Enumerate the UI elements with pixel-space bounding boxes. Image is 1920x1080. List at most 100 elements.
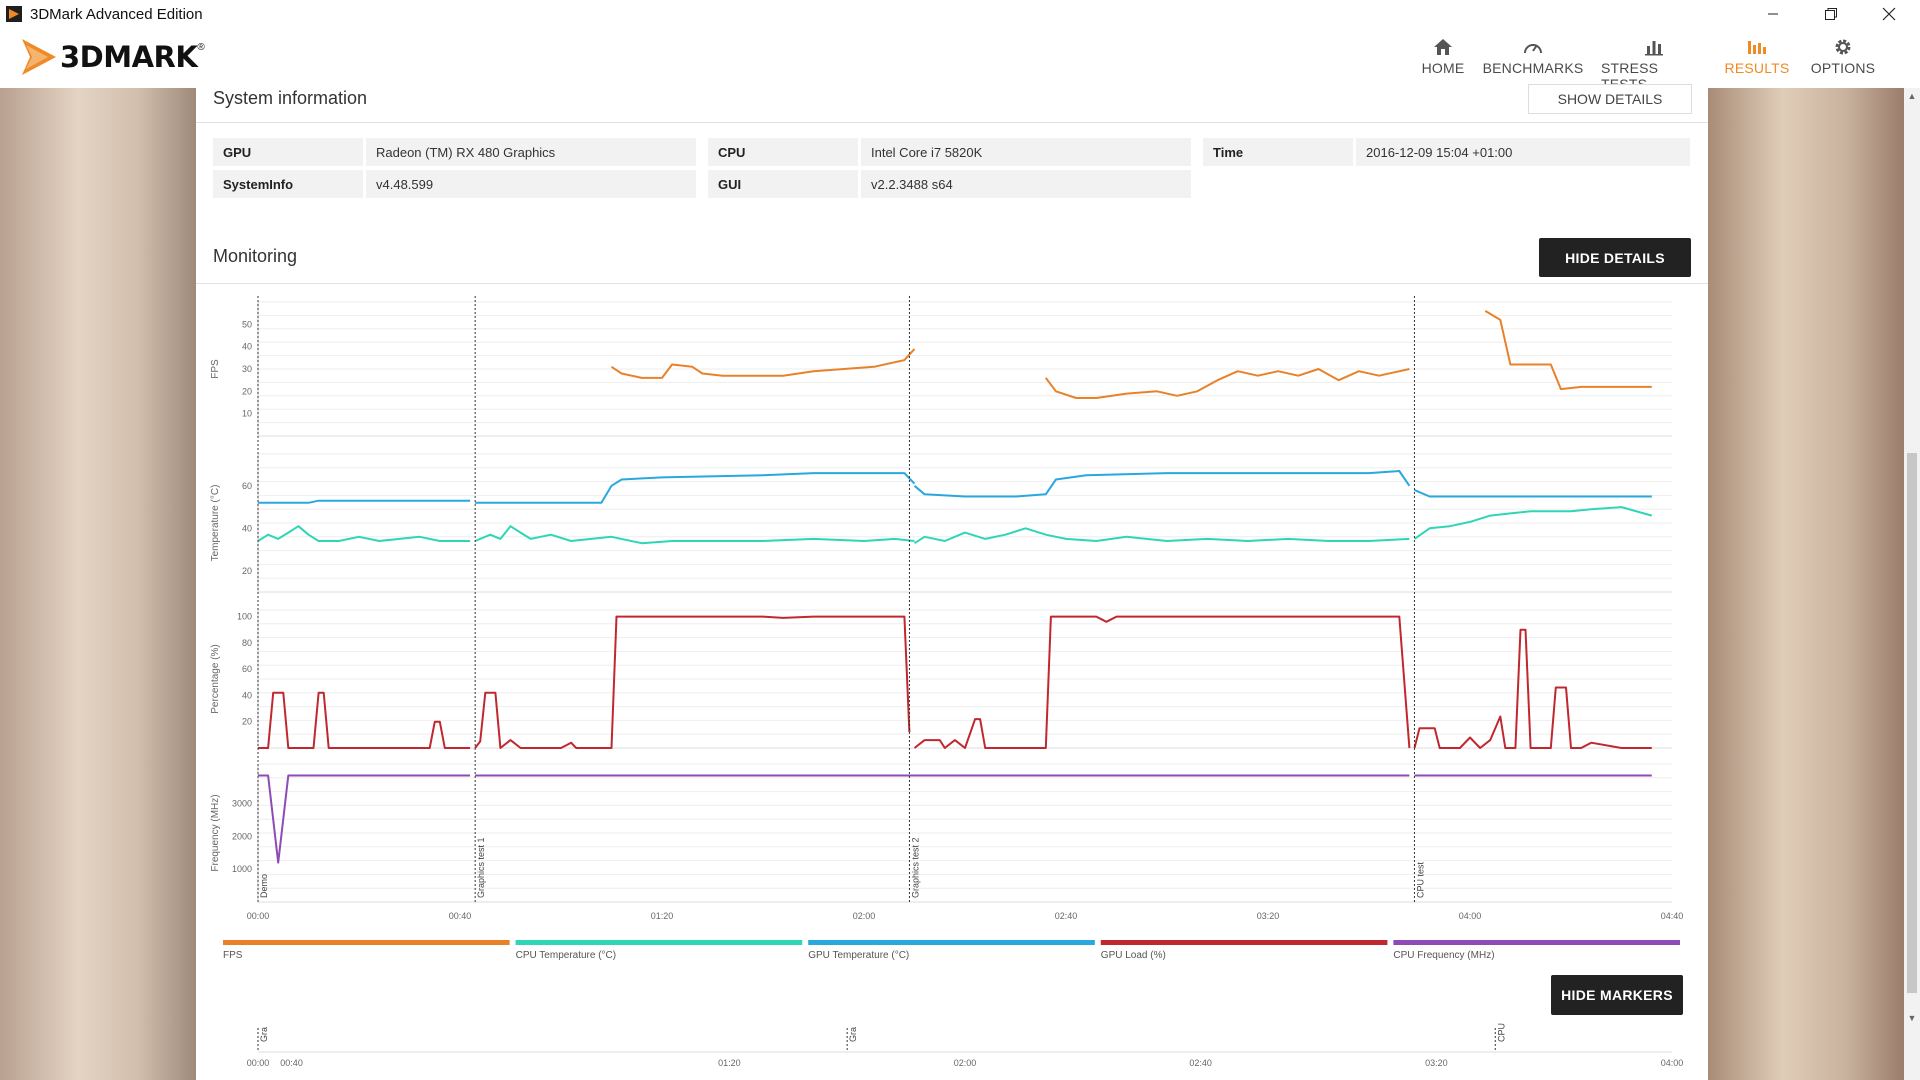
legend-label: FPS: [223, 950, 243, 961]
gauge-icon: [1524, 44, 1542, 54]
mini-x-tick-label: 00:40: [280, 1058, 303, 1068]
close-icon: [1882, 7, 1896, 21]
x-tick-label: 00:00: [247, 911, 270, 921]
series-line: [913, 470, 1411, 498]
app-icon: [6, 6, 22, 22]
series-line: [1045, 368, 1410, 399]
series-line: [258, 499, 471, 504]
legend-color-bar: [515, 940, 803, 945]
mini-x-tick-label: 02:40: [1189, 1058, 1212, 1068]
y-tick-label: 40: [242, 690, 252, 700]
legend-color-bar: [1393, 940, 1680, 945]
test-marker-label: CPU test: [1415, 861, 1425, 898]
divider: [196, 283, 1708, 284]
window-title-bar: 3DMark Advanced Edition: [0, 0, 1920, 28]
y-axis-label: Percentage (%): [210, 644, 221, 713]
nav-results-label: RESULTS: [1724, 60, 1790, 76]
x-tick-label: 02:40: [1055, 911, 1078, 921]
legend-color-bar: [808, 940, 1095, 945]
test-marker-label: Graphics test 1: [476, 837, 486, 898]
minimize-button[interactable]: [1744, 0, 1802, 28]
restore-button[interactable]: [1802, 0, 1860, 28]
series-line: [258, 691, 471, 749]
hide-details-button[interactable]: HIDE DETAILS: [1539, 238, 1691, 277]
monitoring-title: Monitoring: [213, 246, 298, 266]
hide-markers-button[interactable]: HIDE MARKERS: [1551, 975, 1683, 1015]
series-line: [257, 525, 471, 542]
gui-key: GUI: [708, 170, 858, 198]
nav-benchmarks[interactable]: BENCHMARKS: [1483, 34, 1583, 76]
nav-home[interactable]: HOME: [1413, 34, 1473, 76]
nav-options-label: OPTIONS: [1810, 60, 1876, 76]
series-line: [610, 348, 916, 379]
y-tick-label: 20: [242, 566, 252, 576]
y-tick-label: 20: [242, 717, 252, 727]
scroll-down-icon[interactable]: ▼: [1907, 1013, 1917, 1023]
series-line: [258, 774, 471, 864]
gear-icon: [1835, 39, 1851, 55]
results-icon: [1748, 41, 1766, 54]
legend-color-bar: [1100, 940, 1388, 945]
series-line: [913, 615, 1411, 749]
logo-text: 3DMARK: [60, 40, 198, 74]
mini-x-tick-label: 03:20: [1425, 1058, 1448, 1068]
minimize-icon: [1768, 13, 1778, 15]
mini-marker-label: Gra: [848, 1027, 858, 1042]
cpu-key: CPU: [708, 138, 858, 166]
mini-x-tick-label: 02:00: [954, 1058, 977, 1068]
scroll-up-icon[interactable]: ▲: [1907, 91, 1917, 101]
time-value: 2016-12-09 15:04 +01:00: [1356, 138, 1690, 166]
systeminfo-key: SystemInfo: [213, 170, 363, 198]
background-artwork-left: [0, 88, 196, 1080]
series-line: [1413, 628, 1652, 749]
series-line: [1484, 310, 1652, 391]
x-tick-label: 03:20: [1257, 911, 1280, 921]
legend-label: CPU Frequency (MHz): [1393, 950, 1494, 961]
app-header: 3DMARK ® HOME BENCHMARKS STRESS TESTS RE…: [0, 28, 1920, 92]
series-line: [1413, 506, 1653, 540]
legend-label: GPU Temperature (°C): [808, 950, 909, 961]
restore-icon: [1825, 8, 1837, 20]
time-key: Time: [1203, 138, 1353, 166]
close-button[interactable]: [1860, 0, 1918, 28]
nav-results[interactable]: RESULTS: [1721, 34, 1793, 76]
nav-benchmarks-label: BENCHMARKS: [1482, 60, 1584, 76]
nav-options[interactable]: OPTIONS: [1806, 34, 1880, 76]
brand-logo[interactable]: 3DMARK ®: [20, 32, 205, 82]
x-tick-label: 04:00: [1459, 911, 1482, 921]
y-tick-label: 60: [242, 481, 252, 491]
show-details-button[interactable]: SHOW DETAILS: [1528, 84, 1692, 114]
y-tick-label: 50: [242, 319, 252, 329]
series-line: [1414, 489, 1652, 498]
series-line: [474, 525, 915, 545]
mini-marker-label: Gra: [259, 1027, 269, 1042]
y-tick-label: 40: [242, 523, 252, 533]
gpu-key: GPU: [213, 138, 363, 166]
y-tick-label: 30: [242, 364, 252, 374]
y-tick-label: 1000: [232, 864, 252, 874]
system-information-title: System information: [213, 88, 368, 108]
series-line: [913, 527, 1410, 545]
background-artwork-right: [1708, 88, 1920, 1080]
y-tick-label: 20: [242, 386, 252, 396]
logo-registered-mark: ®: [197, 41, 205, 53]
monitoring-chart[interactable]: 10 20 30 40 50 FPS 20 40 60 Temperature (°C) 20 40 6…: [196, 286, 1708, 1080]
y-tick-label: 40: [242, 342, 252, 352]
y-axis-label: FPS: [210, 359, 221, 379]
home-icon: [1434, 39, 1452, 55]
gui-value: v2.2.3488 s64: [861, 170, 1191, 198]
legend-color-bar: [223, 940, 510, 945]
nav-home-label: HOME: [1421, 60, 1465, 76]
gpu-value: Radeon (TM) RX 480 Graphics: [366, 138, 696, 166]
y-axis-label: Temperature (°C): [210, 485, 221, 562]
logo-chevron-icon: [22, 39, 56, 75]
legend-label: CPU Temperature (°C): [516, 950, 617, 961]
series-line: [474, 615, 911, 749]
y-tick-label: 3000: [232, 798, 252, 808]
mini-x-tick-label: 01:20: [718, 1058, 741, 1068]
scroll-thumb[interactable]: [1907, 453, 1917, 993]
test-marker-label: Graphics test 2: [910, 837, 920, 898]
page-scrollbar[interactable]: ▲ ▼: [1904, 88, 1920, 1080]
x-tick-label: 04:40: [1661, 911, 1684, 921]
bar-chart-icon: [1645, 41, 1663, 56]
